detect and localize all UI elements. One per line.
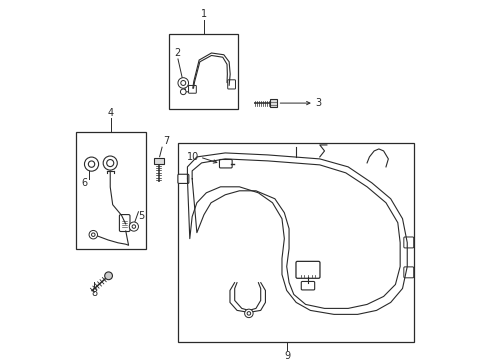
- FancyBboxPatch shape: [178, 174, 189, 184]
- Text: 3: 3: [315, 98, 321, 108]
- FancyBboxPatch shape: [404, 267, 414, 278]
- Circle shape: [107, 159, 114, 167]
- FancyBboxPatch shape: [220, 159, 232, 168]
- FancyBboxPatch shape: [301, 282, 315, 290]
- Bar: [178, 143, 415, 342]
- Text: 4: 4: [108, 108, 114, 118]
- FancyBboxPatch shape: [185, 85, 191, 92]
- Circle shape: [178, 78, 189, 88]
- Text: 7: 7: [164, 136, 170, 147]
- FancyBboxPatch shape: [154, 158, 164, 164]
- Circle shape: [245, 309, 253, 318]
- Circle shape: [88, 161, 95, 167]
- Text: 8: 8: [91, 288, 97, 298]
- Circle shape: [89, 230, 98, 239]
- FancyBboxPatch shape: [189, 85, 196, 93]
- Bar: [75, 132, 146, 249]
- Text: 1: 1: [201, 9, 207, 19]
- Text: 10: 10: [187, 152, 199, 162]
- Text: 9: 9: [284, 351, 291, 360]
- Circle shape: [105, 272, 112, 280]
- FancyBboxPatch shape: [270, 99, 277, 107]
- Circle shape: [92, 233, 95, 237]
- Bar: [169, 33, 238, 109]
- Text: 5: 5: [139, 211, 145, 221]
- Circle shape: [132, 225, 136, 228]
- FancyBboxPatch shape: [228, 80, 236, 89]
- Circle shape: [180, 89, 186, 95]
- Text: 6: 6: [81, 178, 88, 188]
- FancyBboxPatch shape: [120, 215, 130, 231]
- Text: 2: 2: [174, 48, 180, 58]
- Circle shape: [129, 222, 139, 231]
- Circle shape: [181, 81, 186, 85]
- FancyBboxPatch shape: [296, 261, 320, 278]
- Circle shape: [84, 157, 98, 171]
- Circle shape: [247, 312, 251, 315]
- FancyBboxPatch shape: [404, 237, 414, 248]
- Circle shape: [103, 156, 117, 170]
